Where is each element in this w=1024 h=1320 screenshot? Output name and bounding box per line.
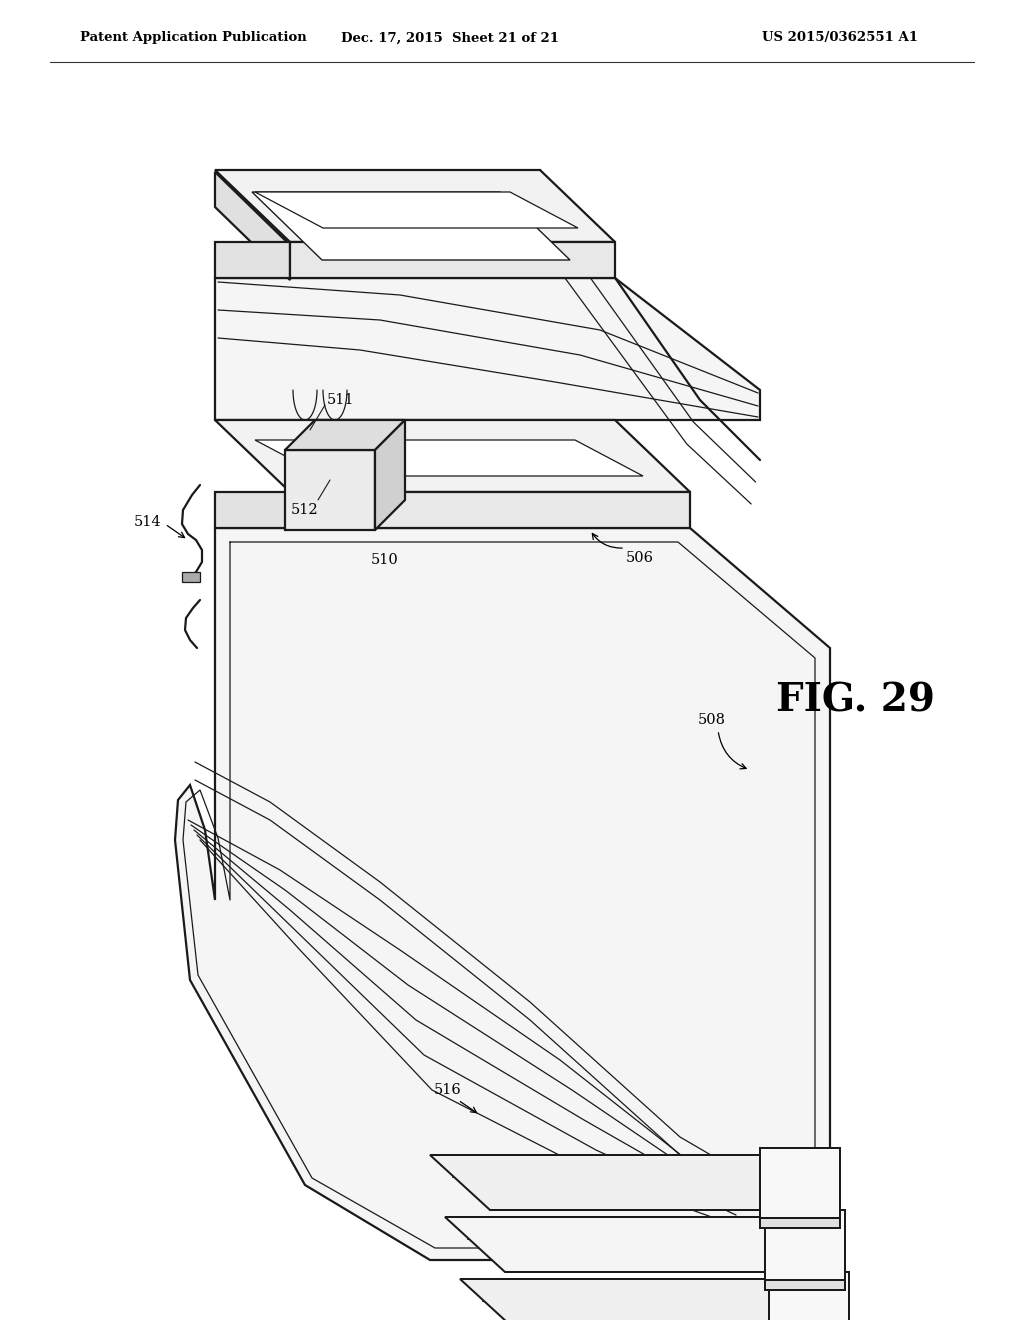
Polygon shape (285, 420, 406, 450)
Text: 506: 506 (626, 550, 654, 565)
Text: Dec. 17, 2015  Sheet 21 of 21: Dec. 17, 2015 Sheet 21 of 21 (341, 32, 559, 45)
Polygon shape (290, 242, 615, 279)
Polygon shape (215, 420, 690, 492)
Text: FIG. 29: FIG. 29 (775, 681, 935, 719)
Text: 516: 516 (434, 1082, 462, 1097)
Text: 511: 511 (327, 393, 353, 407)
Polygon shape (760, 1218, 840, 1228)
Polygon shape (430, 1155, 830, 1210)
Text: 512: 512 (291, 503, 318, 517)
Polygon shape (252, 191, 570, 260)
Polygon shape (215, 242, 290, 279)
Polygon shape (255, 191, 578, 228)
Polygon shape (760, 1148, 840, 1218)
Text: Patent Application Publication: Patent Application Publication (80, 32, 307, 45)
Text: US 2015/0362551 A1: US 2015/0362551 A1 (762, 32, 918, 45)
Polygon shape (290, 492, 690, 528)
Polygon shape (765, 1210, 845, 1280)
Text: 510: 510 (371, 553, 399, 568)
Polygon shape (255, 440, 643, 477)
Polygon shape (215, 172, 290, 280)
Polygon shape (215, 170, 615, 242)
Polygon shape (175, 528, 830, 1261)
Polygon shape (215, 279, 760, 420)
Polygon shape (285, 450, 375, 531)
Text: 508: 508 (698, 713, 726, 727)
Polygon shape (460, 1279, 839, 1320)
Polygon shape (375, 420, 406, 531)
Polygon shape (182, 572, 200, 582)
Polygon shape (765, 1280, 845, 1290)
Polygon shape (769, 1272, 849, 1320)
Text: 514: 514 (134, 515, 162, 529)
Polygon shape (215, 492, 290, 528)
Polygon shape (445, 1217, 835, 1272)
Polygon shape (215, 172, 615, 246)
